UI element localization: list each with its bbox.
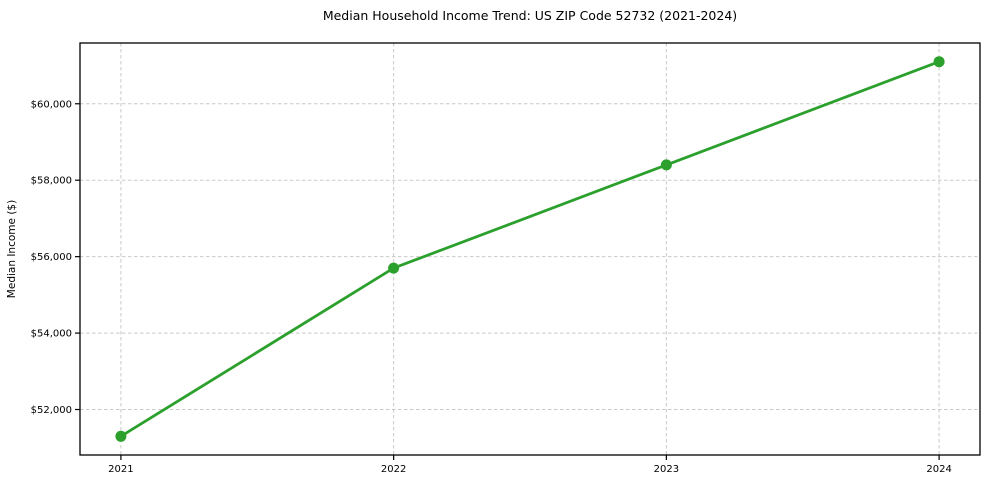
x-tick-label: 2023 <box>654 464 679 475</box>
axes-layer: $52,000 $54,000 $56,000 $58,000 $60,000 2021 2… <box>31 42 981 475</box>
y-tick-label: $54,000 <box>31 329 72 340</box>
y-tick-label: $58,000 <box>31 176 72 187</box>
grid-layer <box>80 43 980 455</box>
data-point-2024 <box>933 56 945 68</box>
y-tick-label: $56,000 <box>31 252 72 263</box>
plot-border <box>79 42 981 456</box>
y-tick-label: $60,000 <box>31 99 72 110</box>
trend-line <box>119 60 941 438</box>
y-tick-label: $52,000 <box>31 405 72 416</box>
series-layer <box>115 56 945 442</box>
data-point-2023 <box>660 159 672 171</box>
x-tick-label: 2021 <box>108 464 133 475</box>
data-point-2022 <box>388 262 400 274</box>
chart-title: Median Household Income Trend: US ZIP Co… <box>323 8 737 23</box>
y-axis-label: Median Income ($) <box>6 200 18 298</box>
x-tick-label: 2022 <box>381 464 406 475</box>
data-point-2021 <box>115 430 127 442</box>
x-tick-label: 2024 <box>926 464 951 475</box>
